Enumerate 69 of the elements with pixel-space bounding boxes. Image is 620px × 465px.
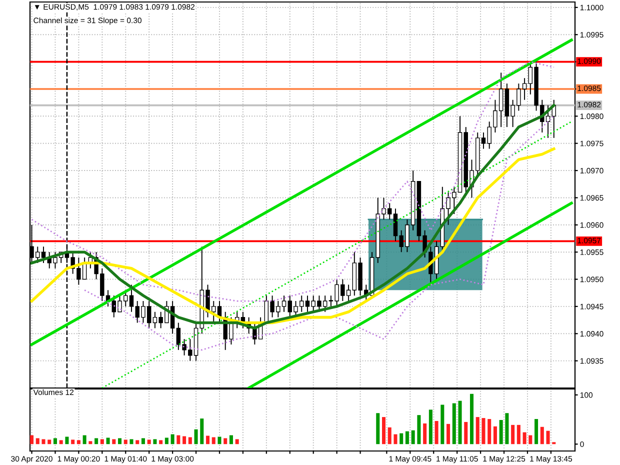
bar [106,438,110,444]
bar [470,394,474,444]
bar [499,420,503,444]
bar [147,440,151,444]
bar [30,435,34,444]
bar [100,439,104,444]
bar [511,424,515,444]
bar [76,440,80,444]
bar [440,404,444,444]
bar [48,440,52,444]
bar [224,438,228,444]
bar [464,422,468,444]
bar [540,426,544,444]
bar [153,439,157,444]
bar [452,403,456,444]
bar [170,434,174,444]
bar [522,432,526,444]
bar [124,440,128,444]
bar [546,430,550,444]
bar [159,440,163,444]
bar [136,440,140,444]
bar [42,439,46,444]
bar [482,418,486,444]
bar [446,424,450,444]
bar [94,438,98,444]
bar [423,423,427,444]
bar [505,413,509,444]
bar [235,439,239,444]
bar [458,400,462,444]
bar [164,438,168,444]
bar [493,426,497,444]
bar [394,434,398,444]
bar [59,440,63,444]
bar [528,435,532,444]
bar [434,420,438,444]
bar [118,438,122,444]
bar [36,438,40,444]
bar [130,439,134,444]
bar [476,417,480,444]
bar [388,427,392,444]
bar [411,430,415,444]
bar [376,413,380,444]
bar [428,410,432,444]
bar [212,437,216,444]
bar [405,431,409,444]
bar [417,415,421,444]
bar [516,424,520,444]
bar [200,418,204,444]
bar [176,435,180,444]
bar [206,436,210,444]
bar [218,436,222,444]
candlestick [41,246,46,264]
bar [53,438,57,444]
bar [141,438,145,444]
bar [188,437,192,444]
bar [82,435,86,444]
bar [488,419,492,444]
bar [400,433,404,444]
bar [71,440,75,444]
bar [534,419,538,444]
bar [65,436,69,444]
line-series [30,147,556,324]
bar [88,441,92,444]
bar [182,436,186,444]
bar [112,439,116,444]
bar [194,429,198,444]
bar [382,417,386,444]
bar [229,435,233,444]
candlestick [129,284,134,312]
